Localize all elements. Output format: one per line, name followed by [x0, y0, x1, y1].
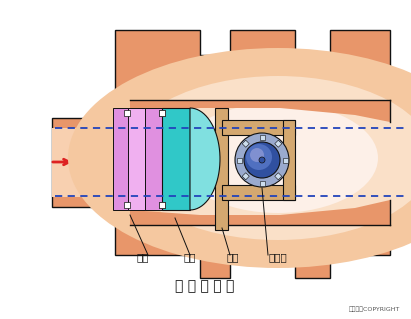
Polygon shape: [145, 108, 162, 210]
Polygon shape: [115, 30, 405, 278]
Polygon shape: [130, 100, 390, 122]
Polygon shape: [222, 185, 295, 200]
Circle shape: [259, 157, 265, 163]
Polygon shape: [52, 128, 128, 197]
Polygon shape: [130, 200, 390, 225]
Text: 凸 轮 拨 曲 阀: 凸 轮 拨 曲 阀: [175, 279, 235, 293]
Polygon shape: [190, 108, 220, 210]
Polygon shape: [236, 158, 242, 162]
Polygon shape: [242, 173, 249, 180]
Bar: [159, 202, 165, 208]
Polygon shape: [222, 120, 295, 135]
Polygon shape: [52, 118, 130, 207]
Polygon shape: [113, 108, 128, 210]
Text: 拨臂: 拨臂: [227, 252, 239, 262]
Ellipse shape: [123, 76, 411, 240]
Polygon shape: [259, 135, 265, 139]
Circle shape: [235, 133, 289, 187]
Bar: [124, 110, 130, 116]
Polygon shape: [128, 108, 145, 210]
Polygon shape: [259, 181, 265, 186]
Text: 旋转轴: 旋转轴: [269, 252, 287, 262]
Circle shape: [250, 148, 264, 162]
Polygon shape: [390, 122, 408, 200]
Ellipse shape: [178, 103, 378, 213]
Polygon shape: [162, 108, 190, 210]
Polygon shape: [242, 140, 249, 147]
Text: 东方仿真COPYRIGHT: 东方仿真COPYRIGHT: [349, 307, 400, 312]
Polygon shape: [282, 158, 288, 162]
Text: 阀座: 阀座: [137, 252, 149, 262]
Circle shape: [246, 144, 272, 170]
Text: 阀芯: 阀芯: [184, 252, 196, 262]
Bar: [124, 202, 130, 208]
Polygon shape: [275, 173, 282, 180]
Bar: [159, 202, 165, 208]
Circle shape: [244, 142, 280, 178]
Polygon shape: [130, 100, 390, 225]
Bar: [159, 110, 165, 116]
Ellipse shape: [68, 48, 411, 268]
Polygon shape: [215, 108, 228, 230]
Polygon shape: [283, 120, 295, 200]
Bar: [159, 110, 165, 116]
Polygon shape: [275, 140, 282, 147]
